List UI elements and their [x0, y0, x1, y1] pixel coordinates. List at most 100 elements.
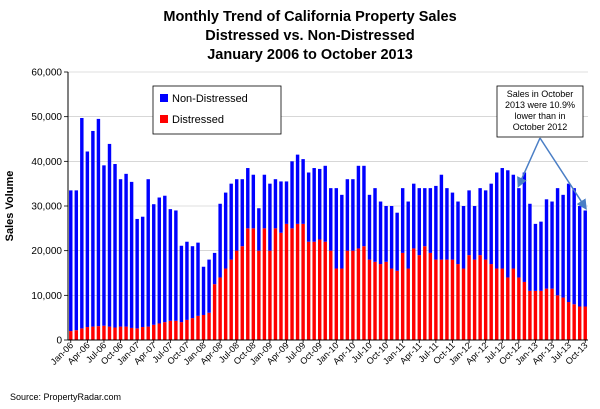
bar-distressed — [483, 259, 488, 340]
bar-distressed — [412, 248, 416, 340]
bar-distressed — [273, 228, 278, 340]
bar-distressed — [91, 326, 95, 340]
bar-non-distressed — [207, 259, 211, 313]
bar-non-distressed — [572, 188, 576, 305]
bar-non-distressed — [223, 192, 228, 269]
bar-distressed — [190, 318, 195, 340]
bar-non-distressed — [340, 194, 344, 269]
bar-distressed — [69, 331, 73, 340]
bar-non-distressed — [367, 194, 372, 260]
bar-distressed — [423, 246, 427, 340]
y-axis-label: Sales Volume — [4, 171, 16, 242]
legend-swatch-non-distressed — [160, 94, 168, 102]
bar-non-distressed — [400, 188, 405, 253]
bar-distressed — [107, 326, 112, 340]
bar-distressed — [439, 259, 444, 340]
bar-non-distressed — [417, 188, 421, 256]
bar-non-distressed — [544, 199, 549, 289]
bar-non-distressed — [124, 173, 128, 327]
legend: Non-Distressed Distressed — [152, 85, 282, 135]
bar-distressed — [406, 268, 410, 340]
bar-distressed — [102, 325, 106, 340]
bar-distressed — [367, 259, 372, 340]
bar-distressed — [517, 277, 521, 340]
bar-distressed — [179, 322, 184, 340]
bar-distressed — [561, 297, 565, 340]
bar-distressed — [356, 248, 361, 340]
bar-non-distressed — [356, 165, 361, 249]
bar-distressed — [201, 314, 206, 340]
annotation-arrow-oct-13 — [539, 137, 587, 210]
bar-non-distressed — [495, 172, 499, 269]
bar-distressed — [472, 259, 477, 340]
bar-non-distressed — [522, 172, 527, 282]
bar-distressed — [500, 268, 504, 340]
bar-distressed — [378, 264, 383, 340]
bar-non-distressed — [467, 190, 471, 256]
annotation-line-2: 2013 were 10.9% — [505, 100, 575, 110]
bar-distressed — [373, 261, 377, 340]
bar-distressed — [235, 250, 239, 340]
legend-label-distressed: Distressed — [172, 114, 224, 126]
bar-distressed — [555, 295, 560, 340]
bar-distressed — [257, 250, 261, 340]
bar-distressed — [85, 327, 90, 340]
bar-non-distressed — [268, 183, 272, 251]
bar-non-distressed — [312, 168, 316, 242]
annotation-arrow-oct-12 — [517, 137, 541, 188]
bar-distressed — [74, 330, 79, 340]
annotation-line-1: Sales in October — [507, 89, 574, 99]
bar-distressed — [533, 290, 538, 340]
bar-non-distressed — [146, 179, 150, 327]
bar-non-distressed — [295, 154, 300, 224]
bar-non-distressed — [74, 190, 79, 331]
bar-non-distressed — [362, 165, 366, 247]
bar-non-distressed — [439, 174, 444, 260]
bar-distressed — [572, 304, 576, 340]
bar-distressed — [434, 259, 438, 340]
bar-non-distressed — [555, 188, 560, 296]
chart-title-line-3: January 2006 to October 2013 — [207, 47, 413, 63]
bar-non-distressed — [412, 183, 416, 249]
chart-title-line-1: Monthly Trend of California Property Sal… — [163, 9, 456, 25]
bar-non-distressed — [179, 245, 184, 323]
bar-non-distressed — [152, 204, 156, 325]
bar-non-distressed — [163, 195, 167, 323]
bar-distressed — [456, 264, 460, 340]
bar-distressed — [284, 223, 289, 340]
bar-non-distressed — [140, 216, 145, 328]
y-tick-label: 20,000 — [31, 246, 62, 257]
bar-distressed — [467, 255, 471, 340]
bar-non-distressed — [284, 181, 289, 224]
annotation-box — [496, 85, 584, 138]
bar-non-distressed — [373, 188, 377, 262]
y-tick-label: 30,000 — [31, 202, 62, 213]
bar-distressed — [340, 268, 344, 340]
bar-distressed — [212, 284, 217, 340]
bar-distressed — [185, 319, 189, 340]
bar-distressed — [246, 228, 250, 340]
bar-non-distressed — [279, 181, 283, 233]
bar-non-distressed — [201, 266, 206, 315]
bar-distressed — [389, 268, 394, 340]
y-tick-label: 50,000 — [31, 112, 62, 123]
bar-distressed — [566, 302, 571, 340]
bar-distressed — [511, 268, 516, 340]
bar-distressed — [157, 323, 161, 340]
bar-non-distressed — [577, 206, 582, 307]
bar-non-distressed — [345, 179, 350, 251]
bar-non-distressed — [317, 168, 322, 240]
bar-distressed — [495, 268, 499, 340]
bar-distressed — [550, 288, 554, 340]
y-tick-label: 60,000 — [31, 68, 62, 79]
bar-non-distressed — [157, 197, 161, 324]
bar-non-distressed — [550, 201, 554, 289]
bar-non-distressed — [445, 188, 449, 260]
bar-non-distressed — [395, 212, 399, 271]
bar-non-distressed — [489, 183, 493, 265]
bar-non-distressed — [240, 179, 244, 247]
bar-non-distressed — [478, 188, 482, 256]
bar-non-distressed — [185, 241, 189, 320]
bar-distressed — [279, 232, 283, 340]
bar-non-distressed — [246, 168, 250, 229]
